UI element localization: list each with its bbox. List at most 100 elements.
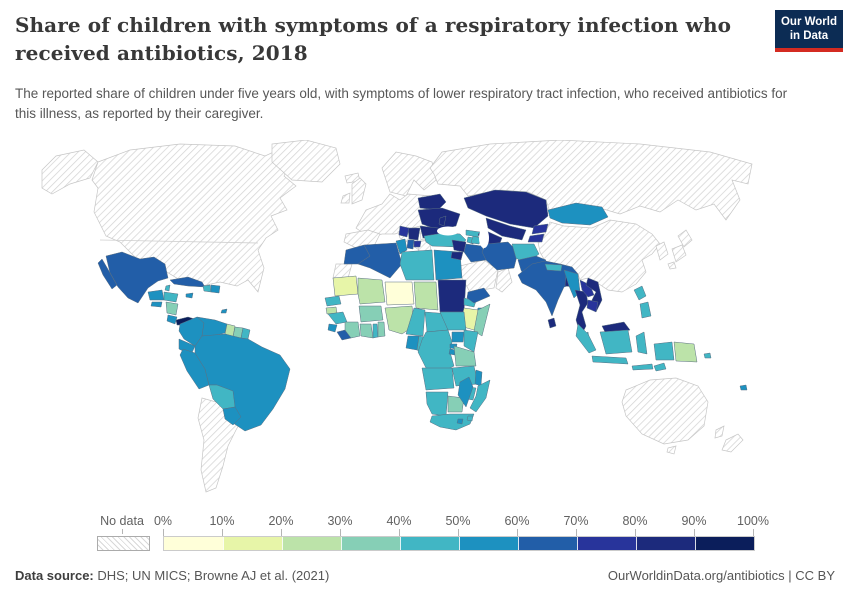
country-south-sudan[interactable] — [439, 311, 467, 331]
country-japan[interactable] — [667, 229, 693, 270]
country-australia[interactable] — [621, 377, 709, 455]
country-nepal[interactable] — [544, 263, 563, 272]
legend-bin-40-50[interactable] — [400, 537, 459, 550]
country-scandinavia[interactable] — [381, 151, 437, 197]
country-ukraine[interactable] — [417, 207, 461, 231]
country-tanzania[interactable] — [453, 345, 477, 367]
country-brazil[interactable] — [194, 333, 291, 432]
country-timor-leste[interactable] — [653, 362, 667, 372]
country-kazakhstan[interactable] — [463, 189, 549, 229]
country-serbia[interactable] — [407, 227, 421, 241]
country-mongolia[interactable] — [547, 202, 609, 226]
country-sri-lanka[interactable] — [547, 317, 557, 329]
country-uganda[interactable] — [451, 331, 465, 343]
owid-logo[interactable]: Our World in Data — [775, 10, 843, 52]
country-trinidad-and-tobago[interactable] — [220, 308, 228, 314]
country-philippines-luzon[interactable] — [633, 285, 647, 301]
country-jamaica[interactable] — [185, 292, 194, 299]
legend-bin-90-100[interactable] — [695, 537, 754, 550]
country-costa-rica[interactable] — [166, 314, 178, 325]
country-indonesia-papua[interactable] — [653, 341, 675, 361]
country-moldova[interactable] — [438, 215, 447, 227]
footer-link[interactable]: OurWorldinData.org/antibiotics | CC BY — [607, 568, 835, 583]
country-belarus[interactable] — [417, 193, 447, 211]
country-tajikistan[interactable] — [527, 233, 545, 243]
country-benin[interactable] — [377, 321, 386, 338]
country-south-korea[interactable] — [655, 241, 669, 261]
country-niger[interactable] — [384, 281, 415, 306]
country-indonesia-sumatra[interactable] — [575, 323, 597, 354]
country-tunisia[interactable] — [395, 238, 408, 255]
country-philippines-mindanao[interactable] — [639, 301, 652, 319]
country-bosnia-and-herzegovina[interactable] — [398, 225, 410, 238]
country-mexico[interactable] — [97, 251, 169, 304]
country-sierra-leone[interactable] — [327, 323, 338, 333]
country-sudan[interactable] — [437, 279, 467, 313]
country-mali[interactable] — [357, 277, 386, 305]
country-somalia[interactable] — [473, 303, 491, 337]
country-haiti[interactable] — [202, 284, 212, 293]
country-honduras[interactable] — [163, 291, 179, 303]
country-malawi[interactable] — [474, 369, 483, 387]
country-greenland[interactable] — [271, 139, 341, 183]
country-nicaragua[interactable] — [165, 301, 179, 316]
country-algeria[interactable] — [357, 242, 403, 279]
country-fiji[interactable] — [739, 384, 748, 391]
country-north-macedonia[interactable] — [413, 240, 422, 248]
country-dominican-republic[interactable] — [210, 284, 221, 294]
country-burkina-faso[interactable] — [358, 305, 384, 323]
country-el-salvador[interactable] — [150, 301, 163, 308]
country-chad[interactable] — [413, 281, 439, 311]
country-namibia[interactable] — [425, 391, 449, 417]
country-indonesia-java[interactable] — [591, 355, 629, 365]
legend-bin-10-20[interactable] — [223, 537, 282, 550]
country-mauritania[interactable] — [332, 275, 359, 297]
country-paraguay[interactable] — [222, 406, 242, 426]
country-azerbaijan[interactable] — [470, 235, 482, 245]
country-iraq[interactable] — [463, 243, 487, 263]
country-papua-new-guinea[interactable] — [673, 341, 698, 363]
country-solomon-islands[interactable] — [703, 352, 712, 359]
country-uzbekistan[interactable] — [485, 217, 527, 241]
legend-bin-20-30[interactable] — [282, 537, 341, 550]
country-senegal[interactable] — [324, 295, 342, 307]
country-oman[interactable] — [495, 267, 513, 293]
legend-bin-30-40[interactable] — [341, 537, 400, 550]
country-guatemala[interactable] — [147, 289, 165, 301]
country-cameroon[interactable] — [405, 307, 426, 337]
country-indonesia-sulawesi[interactable] — [635, 331, 648, 355]
country-united-kingdom[interactable] — [351, 177, 367, 205]
country-iran[interactable] — [481, 241, 519, 271]
country-western-sahara[interactable] — [332, 263, 353, 279]
country-syria[interactable] — [451, 239, 467, 253]
country-ireland[interactable] — [340, 192, 351, 204]
country-mozambique[interactable] — [469, 379, 491, 413]
country-guinea[interactable] — [327, 311, 348, 325]
country-indonesia-kalimantan[interactable] — [599, 329, 633, 355]
country-lesotho[interactable] — [456, 418, 464, 425]
country-democratic-republic-of-congo[interactable] — [417, 329, 455, 373]
country-togo[interactable] — [372, 323, 379, 339]
legend-bin-80-90[interactable] — [636, 537, 695, 550]
country-angola[interactable] — [421, 367, 455, 391]
country-cote-d-ivoire[interactable] — [344, 321, 361, 339]
country-new-zealand[interactable] — [714, 425, 744, 453]
country-alaska[interactable] — [41, 149, 99, 195]
country-belize[interactable] — [164, 284, 171, 292]
country-eswatini[interactable] — [466, 415, 474, 422]
country-lesser-sunda-islands[interactable] — [631, 363, 654, 371]
country-ghana[interactable] — [359, 323, 374, 339]
country-albania[interactable] — [406, 239, 415, 250]
country-kyrgyzstan[interactable] — [531, 223, 549, 235]
country-libya[interactable] — [399, 249, 435, 281]
country-south-africa[interactable] — [429, 413, 475, 431]
country-kenya[interactable] — [463, 329, 479, 353]
legend-bin-50-60[interactable] — [459, 537, 518, 550]
country-botswana[interactable] — [447, 395, 465, 413]
legend-no-data-swatch[interactable] — [97, 536, 150, 551]
legend-bin-60-70[interactable] — [518, 537, 577, 550]
legend-bin-70-80[interactable] — [577, 537, 636, 550]
legend-bin-0-10[interactable] — [164, 537, 223, 550]
country-jordan[interactable] — [450, 251, 464, 261]
country-yemen[interactable] — [466, 287, 491, 304]
